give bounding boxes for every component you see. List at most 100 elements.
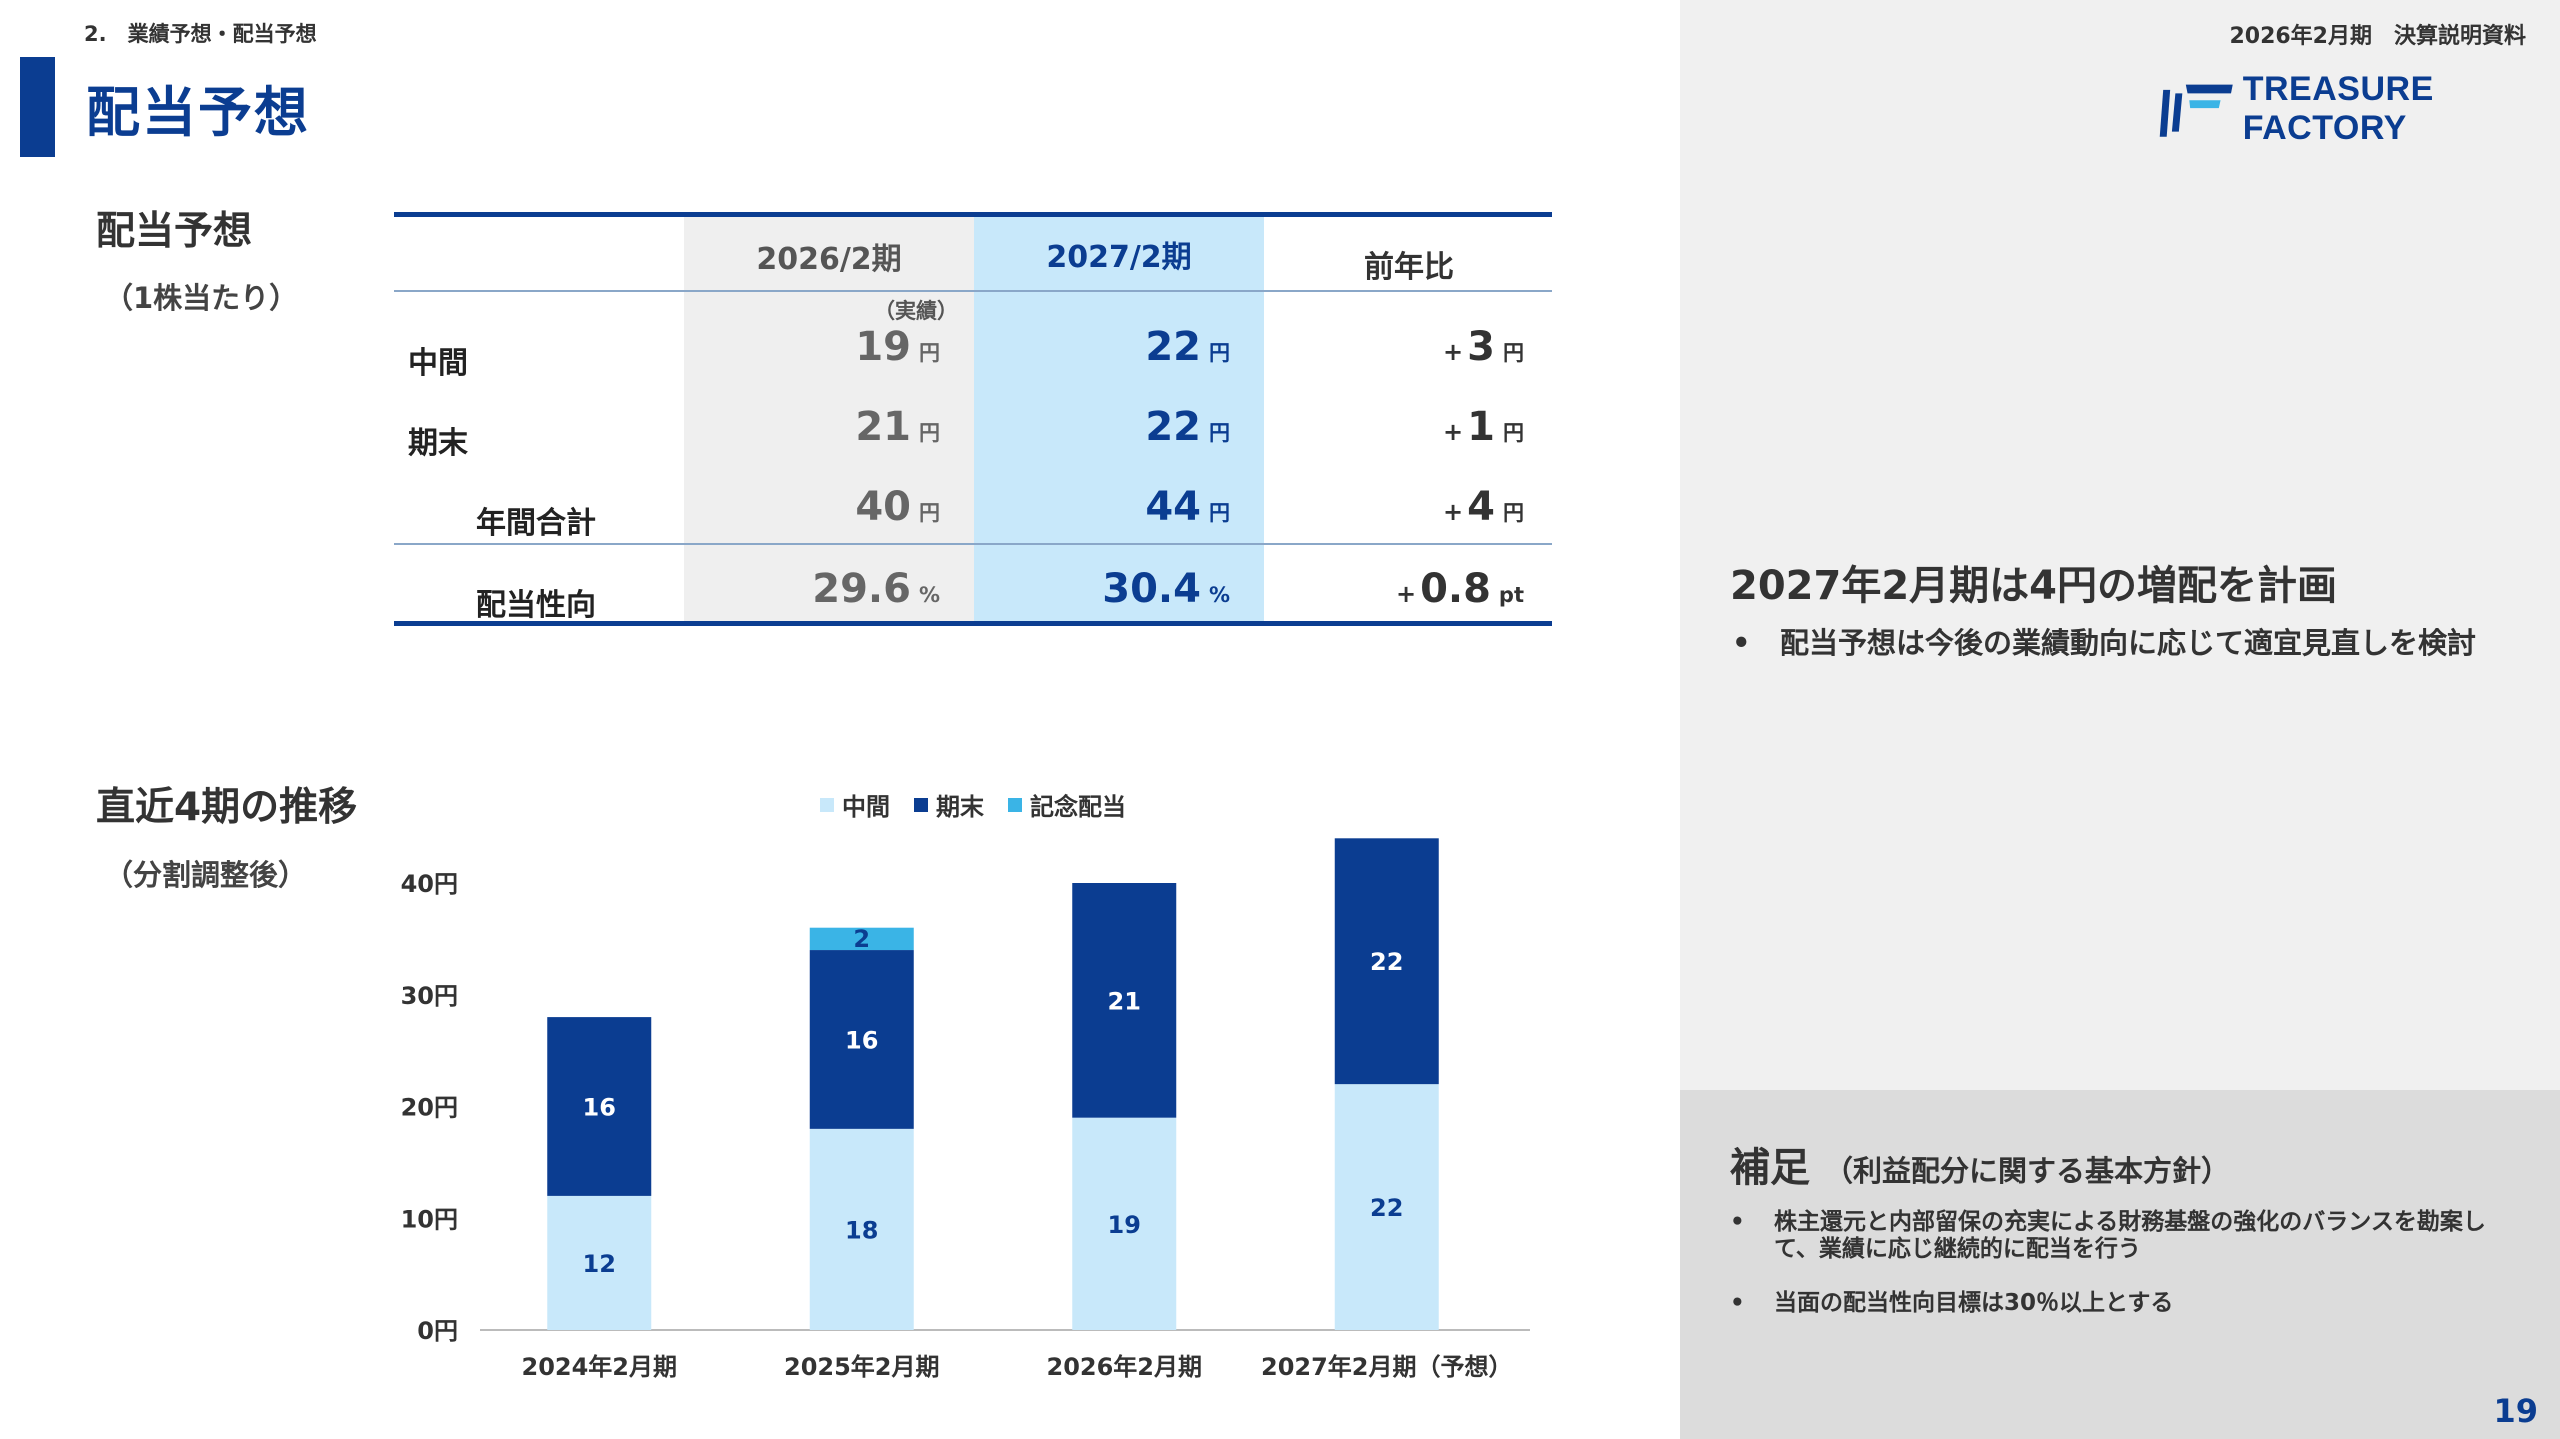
- data-label: 22: [1370, 948, 1403, 976]
- table-cell: 30.4%: [970, 566, 1230, 612]
- bullet-mark: •: [1730, 1290, 1745, 1316]
- bar-segment: [1072, 883, 1177, 1118]
- bar-segment: [1072, 1117, 1177, 1330]
- cell-unit: 円: [919, 421, 940, 445]
- column-2026-bg: [684, 217, 974, 621]
- cell-value: 44: [1145, 484, 1201, 530]
- trend-subtitle: （分割調整後）: [104, 858, 308, 892]
- y-tick-label: 20円: [401, 1094, 458, 1122]
- table-cell: 44 円: [970, 484, 1230, 530]
- dividend-table: 2026/2期 2027/2期 前年比 （実績） 中間 19 円 22 円 +3 円期末 21…: [394, 212, 1552, 626]
- cell-unit: 円: [919, 341, 940, 365]
- plan-heading: 2027年2月期は4円の増配を計画: [1730, 563, 2337, 609]
- title-accent-bar: [20, 57, 55, 157]
- bar-segment: [1334, 1084, 1439, 1330]
- legend-label: 中間: [842, 793, 890, 821]
- page-number: 19: [2493, 1392, 2538, 1430]
- cell-value: 3: [1467, 324, 1495, 370]
- data-label: 19: [1108, 1211, 1141, 1239]
- x-tick-label: 2027年2月期（予想）: [1261, 1353, 1513, 1381]
- row-label: 年間合計: [476, 506, 596, 541]
- trend-title: 直近4期の推移: [96, 785, 358, 830]
- table-mid-rule: [394, 543, 1552, 545]
- diff-sign: +: [1443, 418, 1464, 446]
- y-tick-label: 30円: [401, 982, 458, 1010]
- bar-segment: [547, 1195, 652, 1330]
- supplement-bullet-text: 株主還元と内部留保の充実による財務基盤の強化のバランスを勘案して、業績に応じ継続…: [1774, 1209, 2486, 1262]
- supplement-bullet-text: 当面の配当性向目標は30％以上とする: [1774, 1290, 2174, 1316]
- header-yoy: 前年比: [1364, 250, 1454, 285]
- plan-bullet: • 配当予想は今後の業績動向に応じて適宜見直しを検討: [1732, 626, 2502, 660]
- legend-item-yearend: 期末: [914, 787, 984, 822]
- data-label: 22: [1370, 1194, 1403, 1222]
- bar-segment: [547, 1017, 652, 1196]
- cell-value: 4: [1467, 484, 1495, 530]
- supplement-bullet: • 株主還元と内部留保の充実による財務基盤の強化のバランスを勘案して、業績に応じ…: [1730, 1209, 2510, 1263]
- legend-swatch: [914, 797, 928, 812]
- cell-value: 22: [1145, 324, 1201, 370]
- forecast-subtitle: （1株当たり）: [104, 281, 299, 315]
- diff-sign: +: [1443, 338, 1464, 366]
- dividend-trend-chart: 0円 10円 20円 30円 40円 12 16 2024年2月期 18 16 2 2025年2月期 1…: [401, 838, 1530, 1381]
- data-label: 2: [853, 925, 870, 953]
- cell-unit: %: [918, 583, 940, 607]
- cell-unit: 円: [1209, 501, 1230, 525]
- data-label: 16: [845, 1026, 878, 1054]
- cell-unit: pt: [1498, 583, 1524, 607]
- table-bottom-rule: [394, 621, 1552, 626]
- forecast-title: 配当予想: [96, 209, 253, 254]
- cell-unit: 円: [1503, 341, 1524, 365]
- cell-value: 22: [1145, 404, 1201, 450]
- cell-unit: %: [1208, 583, 1230, 607]
- cell-value: 30.4: [1102, 566, 1201, 612]
- cell-value: 19: [855, 324, 911, 370]
- x-tick-label: 2026年2月期: [1047, 1353, 1203, 1381]
- bar-segment: [809, 950, 914, 1129]
- table-cell: +1 円: [1264, 404, 1524, 450]
- table-cell: +0.8 pt: [1264, 566, 1524, 612]
- page-title: 配当予想: [86, 81, 310, 144]
- table-cell: 29.6%: [680, 566, 940, 612]
- cell-value: 1: [1467, 404, 1495, 450]
- document-label: 2026年2月期 決算説明資料: [2229, 24, 2526, 49]
- y-tick-label: 0円: [417, 1317, 458, 1345]
- supplement-heading: 補足 （利益配分に関する基本方針）: [1730, 1135, 2230, 1193]
- cell-unit: 円: [919, 501, 940, 525]
- legend-item-interim: 中間: [820, 787, 890, 822]
- supplement-heading-main: 補足: [1730, 1145, 1810, 1191]
- table-top-rule: [394, 212, 1552, 217]
- data-label: 21: [1108, 987, 1141, 1015]
- legend-swatch: [1008, 797, 1022, 812]
- chart-legend: 中間 期末 記念配当: [820, 787, 1150, 822]
- cell-value: 21: [855, 404, 911, 450]
- bullet-mark: •: [1730, 1209, 1745, 1235]
- row-label: 配当性向: [476, 588, 596, 623]
- table-cell: 19 円: [680, 324, 940, 370]
- supplement-heading-sub: （利益配分に関する基本方針）: [1824, 1154, 2231, 1188]
- cell-unit: 円: [1503, 501, 1524, 525]
- y-tick-label: 10円: [401, 1205, 458, 1233]
- bar-segment: [809, 927, 914, 951]
- cell-unit: 円: [1209, 421, 1230, 445]
- table-cell: +4 円: [1264, 484, 1524, 530]
- diff-sign: +: [1395, 580, 1417, 608]
- column-2027-bg: [974, 217, 1264, 621]
- diff-sign: +: [1443, 498, 1464, 526]
- bar-segment: [809, 1128, 914, 1330]
- supplement-panel: [1680, 1090, 2560, 1439]
- header-2027: 2027/2期: [1046, 240, 1192, 275]
- row-label: 中間: [408, 346, 468, 381]
- bar-segment: [1334, 838, 1439, 1085]
- table-cell: +3 円: [1264, 324, 1524, 370]
- supplement-bullet: • 当面の配当性向目標は30％以上とする: [1730, 1290, 2510, 1317]
- table-cell: 40 円: [680, 484, 940, 530]
- x-tick-label: 2025年2月期: [784, 1353, 940, 1381]
- table-cell: 22 円: [970, 324, 1230, 370]
- data-label: 12: [583, 1250, 616, 1278]
- cell-value: 0.8: [1420, 566, 1491, 612]
- legend-label: 記念配当: [1030, 793, 1126, 821]
- cell-unit: 円: [1209, 341, 1230, 365]
- table-cell: 21 円: [680, 404, 940, 450]
- data-label: 18: [845, 1216, 878, 1244]
- legend-label: 期末: [936, 793, 984, 821]
